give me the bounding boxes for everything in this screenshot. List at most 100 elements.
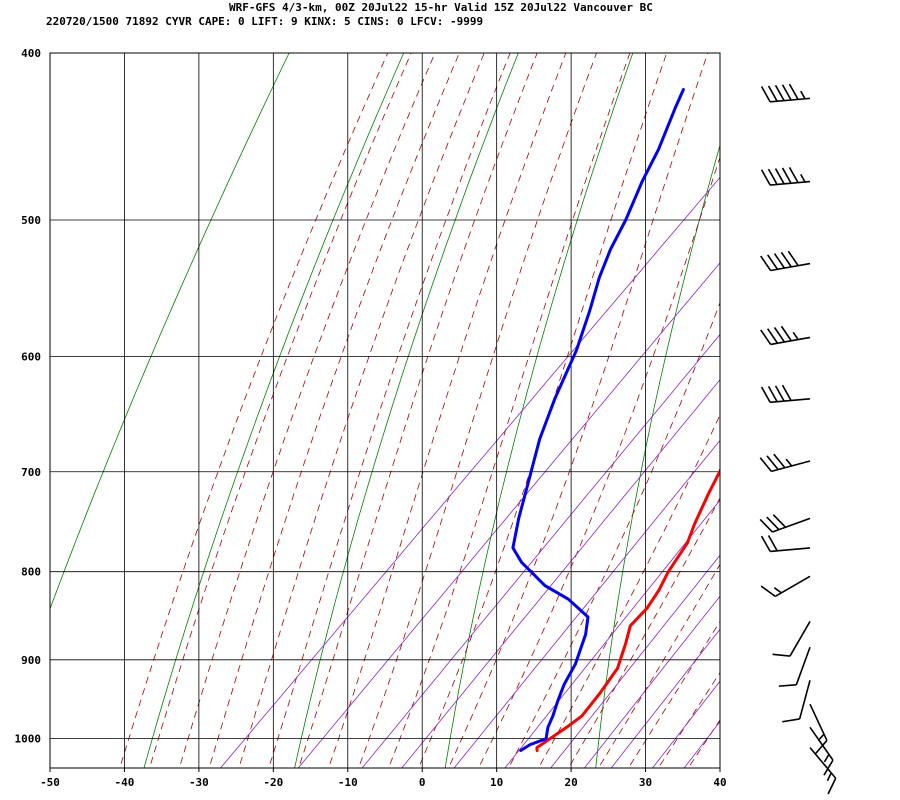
dry-adiabat (595, 143, 720, 768)
barb-half-feather (785, 458, 793, 467)
barb-feather (760, 585, 776, 597)
mixing-ratio-line (401, 379, 720, 768)
wind-barb (809, 747, 837, 795)
mixing-ratio-line (651, 680, 720, 768)
wind-barb (760, 575, 811, 598)
barb-feather (780, 325, 792, 342)
x-tick-label: -40 (115, 776, 135, 789)
barb-feather (814, 739, 828, 755)
wind-barb (760, 325, 811, 346)
barb-feather (766, 455, 779, 471)
barb-half-feather (773, 587, 782, 594)
mixing-ratio-line (219, 176, 720, 768)
mixing-ratio-line (550, 554, 720, 768)
wind-barb (760, 384, 811, 404)
mixing-ratio-line (610, 628, 720, 768)
chart-subtitle: 220720/1500 71892 CYVR CAPE: 0 LIFT: 9 K… (46, 15, 483, 28)
moist-adiabat (358, 53, 597, 768)
barb-half-feather (792, 331, 799, 340)
barb-feather (774, 84, 785, 102)
barb-feather (767, 386, 778, 403)
x-tick-label: 40 (713, 776, 726, 789)
barb-staff (771, 460, 811, 473)
wind-barb (809, 726, 834, 776)
barb-feather (760, 255, 772, 271)
mixing-ratio-line (504, 499, 720, 768)
x-tick-label: -30 (189, 776, 209, 789)
barb-feather (760, 535, 771, 552)
barb-feather (773, 327, 786, 343)
y-tick-label: 1000 (15, 733, 42, 746)
mixing-ratio-line (453, 439, 720, 768)
barb-feather (773, 453, 786, 469)
barb-staff (809, 703, 828, 741)
wind-barb (760, 250, 811, 272)
x-tick-label: 10 (490, 776, 503, 789)
barb-feather (759, 457, 772, 472)
barb-staff (809, 726, 834, 761)
x-tick-label: 20 (564, 776, 577, 789)
moist-adiabat (687, 719, 720, 768)
mixing-ratio-line (583, 595, 720, 768)
barb-feather (774, 385, 785, 402)
series-group (511, 88, 720, 752)
x-tick-label: -50 (40, 776, 60, 789)
x-tick-label: 0 (419, 776, 426, 789)
barb-feather (767, 168, 778, 185)
temperature-profile (535, 467, 720, 752)
dewpoint-profile (511, 88, 685, 752)
wind-barb (782, 680, 811, 723)
barb-feather (759, 518, 773, 533)
barb-feather (766, 254, 779, 270)
moist-adiabat (178, 53, 436, 768)
barb-feather (766, 328, 779, 344)
moist-adiabat (149, 53, 412, 768)
y-tick-label: 500 (21, 214, 41, 227)
wind-barb (759, 514, 811, 533)
plot-frame (49, 52, 721, 769)
wind-barb (772, 621, 811, 657)
barb-feather (781, 384, 792, 401)
barb-feather (772, 653, 791, 657)
moist-adiabat (508, 301, 720, 768)
barb-feather (827, 777, 837, 795)
barb-feather (778, 684, 797, 687)
barb-half-feather (800, 90, 806, 100)
dry-adiabat (143, 53, 405, 768)
moist-adiabat (627, 620, 720, 768)
dry-adiabat (50, 53, 290, 610)
barb-staff (774, 575, 811, 598)
wind-barb (809, 703, 828, 755)
moist-adiabat (238, 53, 485, 768)
mixing-ratio-line (361, 333, 720, 768)
y-tick-label: 600 (21, 350, 41, 363)
axis-layer: -50 -40 -30 -20 -10 0 10 20 30 40 400 500 600 700 800 9… (15, 47, 727, 789)
barb-feather (773, 253, 786, 269)
x-tick-label: -20 (263, 776, 283, 789)
y-tick-label: 900 (21, 654, 41, 667)
barb-feather (760, 386, 771, 403)
barb-feather (766, 516, 780, 531)
wind-barb (778, 646, 811, 687)
barb-feather (788, 166, 799, 184)
mixing-ratio-line (683, 720, 720, 768)
mixing-ratio-line (297, 262, 720, 768)
moist-adiabat (298, 53, 538, 768)
moist-adiabat (208, 53, 460, 768)
y-tick-label: 700 (21, 466, 41, 479)
x-tick-label: -10 (338, 776, 358, 789)
wind-barb (759, 453, 811, 473)
dry-adiabat (444, 53, 634, 768)
y-tick-label: 800 (21, 566, 41, 579)
barb-feather (788, 83, 799, 100)
barb-feather (781, 84, 792, 101)
barb-staff (795, 646, 811, 686)
barb-feather (772, 514, 787, 528)
y-tick-label: 400 (21, 47, 41, 60)
wind-barb-column (759, 83, 837, 795)
moist-adiabat (478, 155, 720, 768)
barb-feather (823, 759, 834, 776)
moist-adiabat (328, 53, 567, 768)
moist-adiabat (538, 413, 720, 768)
